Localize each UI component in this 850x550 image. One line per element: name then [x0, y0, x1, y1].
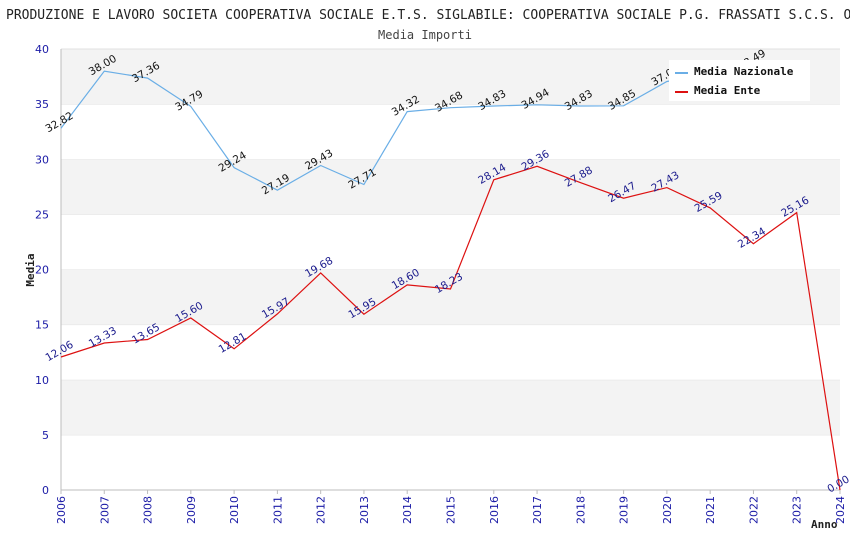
series-lines [60, 65, 841, 491]
x-tick-label: 2016 [488, 496, 501, 524]
y-tick-label: 35 [35, 98, 49, 111]
axes [60, 49, 841, 494]
chart-subtitle: Media Importi [378, 28, 472, 42]
x-tick-label: 2019 [618, 496, 631, 524]
x-tick-label: 2013 [358, 496, 371, 524]
grid-band [61, 434, 840, 490]
y-tick-label: 10 [35, 374, 49, 387]
x-axis-label: Anno [811, 518, 838, 531]
x-tick-label: 2018 [574, 496, 587, 524]
x-tick-label: 2012 [315, 496, 328, 524]
grid-band [61, 379, 840, 435]
y-tick-label: 20 [35, 264, 49, 277]
y-tick-label: 30 [35, 153, 49, 166]
series-line-media-ente [60, 165, 841, 491]
x-tick-label: 2021 [704, 496, 717, 524]
y-tick-label: 5 [42, 429, 49, 442]
y-tick-label: 25 [35, 208, 49, 221]
grid-band [61, 324, 840, 380]
grid-band [61, 159, 840, 215]
legend-label-media-nazionale: Media Nazionale [694, 65, 794, 78]
series-line-media-nazionale [60, 65, 754, 191]
grid-bands [61, 48, 840, 490]
grid-band [61, 214, 840, 270]
legend-label-media-ente: Media Ente [694, 84, 761, 97]
y-tick-label: 15 [35, 319, 49, 332]
grid-band [61, 104, 840, 160]
y-tick-labels: 0 5 10 15 20 25 30 35 40 [35, 43, 49, 497]
x-tick-label: 2006 [55, 496, 68, 524]
x-tick-labels: 2006 2007 2008 2009 2010 2011 2012 2013 2014 2015… [55, 496, 847, 524]
y-tick-label: 40 [35, 43, 49, 56]
x-tick-label: 2009 [185, 496, 198, 524]
x-tick-label: 2014 [401, 496, 414, 524]
x-tick-label: 2007 [98, 496, 111, 524]
grid-band [61, 269, 840, 325]
x-tick-label: 2015 [445, 496, 458, 524]
x-tick-label: 2022 [747, 496, 760, 524]
x-tick-label: 2024 [834, 496, 847, 524]
x-tick-label: 2011 [271, 496, 284, 524]
y-tick-label: 0 [42, 484, 49, 497]
x-tick-label: 2020 [661, 496, 674, 524]
chart-title: PRODUZIONE E LAVORO SOCIETA COOPERATIVA … [6, 8, 850, 23]
legend-box [669, 60, 810, 101]
x-tick-label: 2023 [791, 496, 804, 524]
legend: Media Nazionale Media Ente [669, 60, 810, 101]
x-tick-label: 2010 [228, 496, 241, 524]
y-axis-label: Media [24, 253, 37, 286]
x-tick-label: 2008 [142, 496, 155, 524]
x-tick-label: 2017 [531, 496, 544, 524]
